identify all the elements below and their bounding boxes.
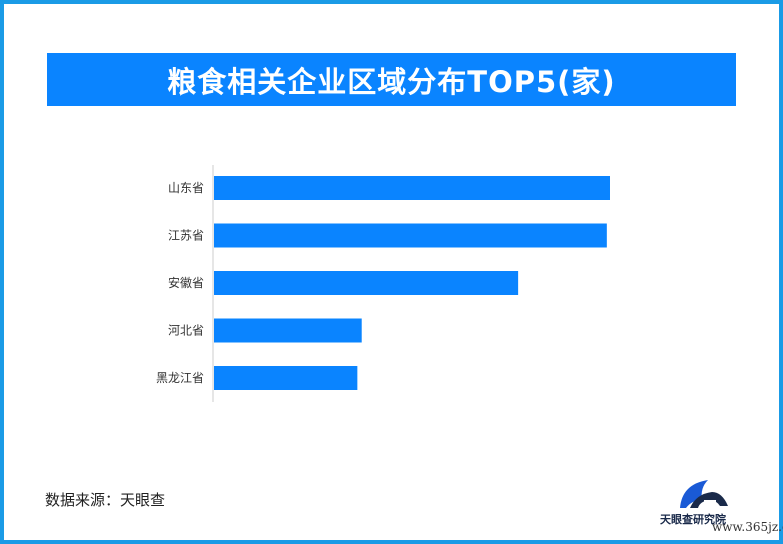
chart-title: 粮食相关企业区域分布TOP5(家): [47, 53, 736, 106]
bar-3: [214, 318, 362, 343]
category-label-3: 河北省: [168, 324, 204, 338]
bar-0: [214, 176, 610, 200]
bar-1: [214, 223, 607, 248]
category-label-2: 安徽省: [168, 275, 204, 290]
watermark-name: 天眼查研究院: [660, 513, 726, 526]
category-label-4: 黑龙江省: [156, 371, 204, 385]
watermark-url: www.365jz.com: [712, 520, 783, 534]
category-label-1: 江苏省: [168, 229, 204, 243]
bars-group: [214, 176, 610, 390]
bar-4: [214, 366, 358, 390]
tianyancha-logo-icon: [680, 480, 728, 508]
bar-2: [214, 271, 519, 295]
data-source: 数据来源：天眼查: [45, 491, 166, 509]
category-label-0: 山东省: [168, 181, 204, 195]
